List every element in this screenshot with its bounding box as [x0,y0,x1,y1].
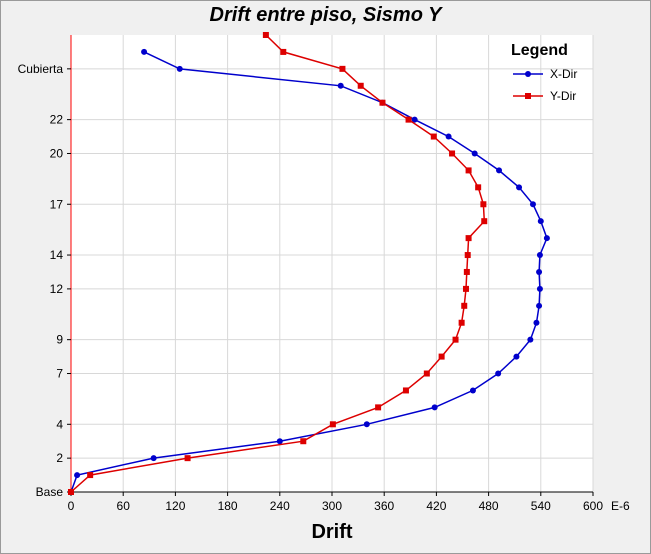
data-point-y-dir [262,32,269,38]
data-point-y-dir [375,404,382,411]
data-point-x-dir [536,285,543,292]
legend-title: Legend [511,42,568,59]
data-point-x-dir [536,302,543,309]
data-point-y-dir [68,489,74,495]
data-point-y-dir [379,99,386,106]
legend-marker-y-dir [525,93,531,99]
x-tick-label: 420 [426,499,446,513]
legend-marker-x-dir [525,71,531,77]
data-point-y-dir [463,268,470,275]
data-point-x-dir [471,150,478,157]
x-tick-label: 600 [583,499,603,513]
y-tick-label: Cubierta [18,62,64,76]
x-tick-label: 240 [270,499,290,513]
legend-label-x-dir: X-Dir [550,67,577,81]
x-tick-label: 120 [165,499,185,513]
data-point-x-dir [516,184,523,191]
y-tick-label: 14 [50,248,64,262]
data-point-x-dir [495,370,502,377]
data-point-x-dir [496,167,503,174]
data-point-y-dir [458,319,465,326]
data-point-y-dir [339,65,346,72]
data-point-x-dir [469,387,476,394]
data-point-y-dir [329,421,336,428]
data-point-y-dir [465,235,472,242]
data-point-y-dir [430,133,437,140]
x-tick-label: 540 [531,499,551,513]
x-axis-title: Drift [311,521,353,543]
x-tick-label: 180 [218,499,238,513]
data-point-y-dir [449,150,456,157]
data-point-x-dir [431,404,438,411]
data-point-y-dir [438,353,445,360]
data-point-x-dir [337,82,344,89]
y-tick-label: 22 [50,113,64,127]
data-point-x-dir [150,455,157,462]
data-point-x-dir [363,421,370,428]
y-tick-label: 20 [50,146,64,160]
data-point-y-dir [300,438,307,445]
data-point-x-dir [74,472,81,479]
data-point-y-dir [405,116,412,123]
data-point-x-dir [527,336,534,343]
x-tick-label: 300 [322,499,342,513]
x-tick-label: 360 [374,499,394,513]
data-point-y-dir [184,455,191,462]
chart-title: Drift entre piso, Sismo Y [209,4,442,26]
x-axis-unit: E-6 [611,499,630,513]
series-line-y-dir [70,34,486,493]
y-tick-label: 7 [56,367,63,381]
y-tick-label: 4 [56,417,63,431]
y-tick-label: 9 [56,333,63,347]
data-point-y-dir [480,201,487,208]
data-point-x-dir [445,133,452,140]
x-tick-label: 60 [117,499,131,513]
y-tick-label: 2 [56,451,63,465]
data-point-x-dir [533,319,540,326]
data-point-y-dir [423,370,430,377]
x-tick-label: 480 [479,499,499,513]
y-tick-label: 12 [50,282,64,296]
data-point-y-dir [280,48,287,55]
data-point-x-dir [543,235,550,242]
y-tick-label: Base [36,485,64,499]
data-point-y-dir [452,336,459,343]
data-point-y-dir [402,387,409,394]
data-point-y-dir [462,285,469,292]
data-point-x-dir [536,268,543,275]
data-point-y-dir [475,184,482,191]
data-point-x-dir [411,116,418,123]
data-point-x-dir [276,438,283,445]
data-point-y-dir [357,82,364,89]
y-tick-label: 17 [50,197,64,211]
data-point-y-dir [465,167,472,174]
legend-label-y-dir: Y-Dir [550,89,576,103]
data-point-x-dir [537,218,544,225]
data-point-x-dir [529,201,536,208]
data-point-y-dir [461,302,468,309]
data-point-x-dir [141,48,148,55]
data-point-y-dir [87,472,94,479]
data-point-x-dir [513,353,520,360]
data-point-x-dir [176,65,183,72]
data-point-y-dir [481,218,488,225]
data-point-y-dir [464,252,471,259]
x-tick-label: 0 [68,499,75,513]
data-point-x-dir [536,252,543,259]
